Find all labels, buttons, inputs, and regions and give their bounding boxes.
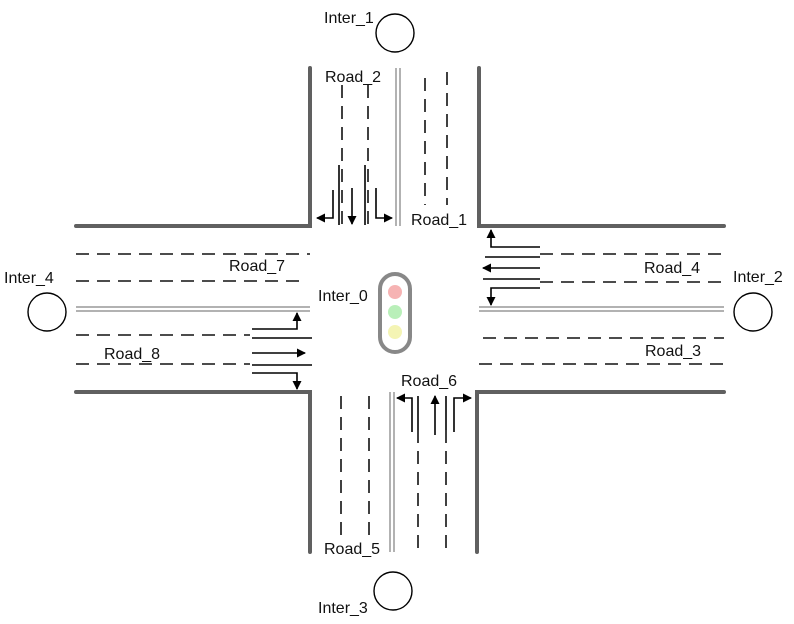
road-4-label: Road_4: [644, 260, 700, 277]
arrow-south-left: [396, 393, 413, 432]
labels: Inter_1 Road_2 Road_1 Road_7 Inter_0 Int…: [4, 10, 783, 617]
road-1-label: Road_1: [411, 212, 467, 229]
inter-1-node: [375, 13, 415, 53]
road-medians: [76, 68, 724, 552]
arrow-east-turn-north: [486, 229, 540, 248]
curb-northeast: [477, 66, 726, 228]
arrow-west-turn-north: [252, 312, 302, 330]
inter-3-label: Inter_3: [318, 600, 368, 617]
inter-4-node: [27, 292, 67, 332]
arrows-north-approach: [316, 165, 393, 225]
arrow-north-right: [375, 188, 393, 223]
arrow-west-turn-south: [252, 372, 302, 390]
curb-southwest: [74, 390, 312, 554]
traffic-light-red: [388, 285, 402, 299]
inter-2-label: Inter_2: [733, 269, 783, 286]
lane-lines: [76, 72, 724, 554]
road-1-label-bg: [409, 209, 475, 229]
traffic-light-yellow: [388, 325, 402, 339]
traffic-light: [378, 272, 412, 354]
road-8-label: Road_8: [104, 346, 160, 363]
curb-southeast: [475, 390, 726, 554]
inter-1-label: Inter_1: [324, 10, 374, 27]
road-5-label: Road_5: [324, 541, 380, 558]
inter-4-label: Inter_4: [4, 270, 54, 287]
arrows-east-approach: [482, 229, 540, 306]
traffic-light-green: [388, 305, 402, 319]
road-3-label: Road_3: [645, 343, 701, 360]
curb-northwest: [74, 66, 312, 228]
inter-2-node: [733, 292, 773, 332]
inter-3-node: [373, 571, 413, 611]
arrows-south-approach: [396, 393, 472, 435]
arrow-south-right: [453, 393, 472, 432]
road-7-label: Road_7: [229, 258, 285, 275]
arrow-east-turn-south: [486, 287, 540, 306]
arrow-north-left: [316, 190, 334, 223]
intersection-nodes: [27, 13, 773, 611]
road-curbs: [74, 66, 726, 554]
road-2-label: Road_2: [325, 69, 381, 86]
road-6-label: Road_6: [401, 373, 457, 390]
inter-0-label: Inter_0: [318, 288, 368, 305]
arrows-west-approach: [252, 312, 312, 390]
